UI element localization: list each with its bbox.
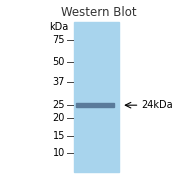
Text: kDa: kDa (49, 22, 68, 32)
Text: 50: 50 (53, 57, 65, 67)
Text: 24kDa: 24kDa (141, 100, 173, 110)
Text: 15: 15 (53, 130, 65, 141)
Text: 25: 25 (52, 100, 65, 110)
Text: 20: 20 (53, 113, 65, 123)
Bar (76, 103, 114, 107)
Text: 37: 37 (53, 77, 65, 87)
Bar (74, 22, 119, 172)
Text: 75: 75 (52, 35, 65, 45)
Text: 10: 10 (53, 148, 65, 158)
Text: Western Blot: Western Blot (61, 6, 136, 19)
